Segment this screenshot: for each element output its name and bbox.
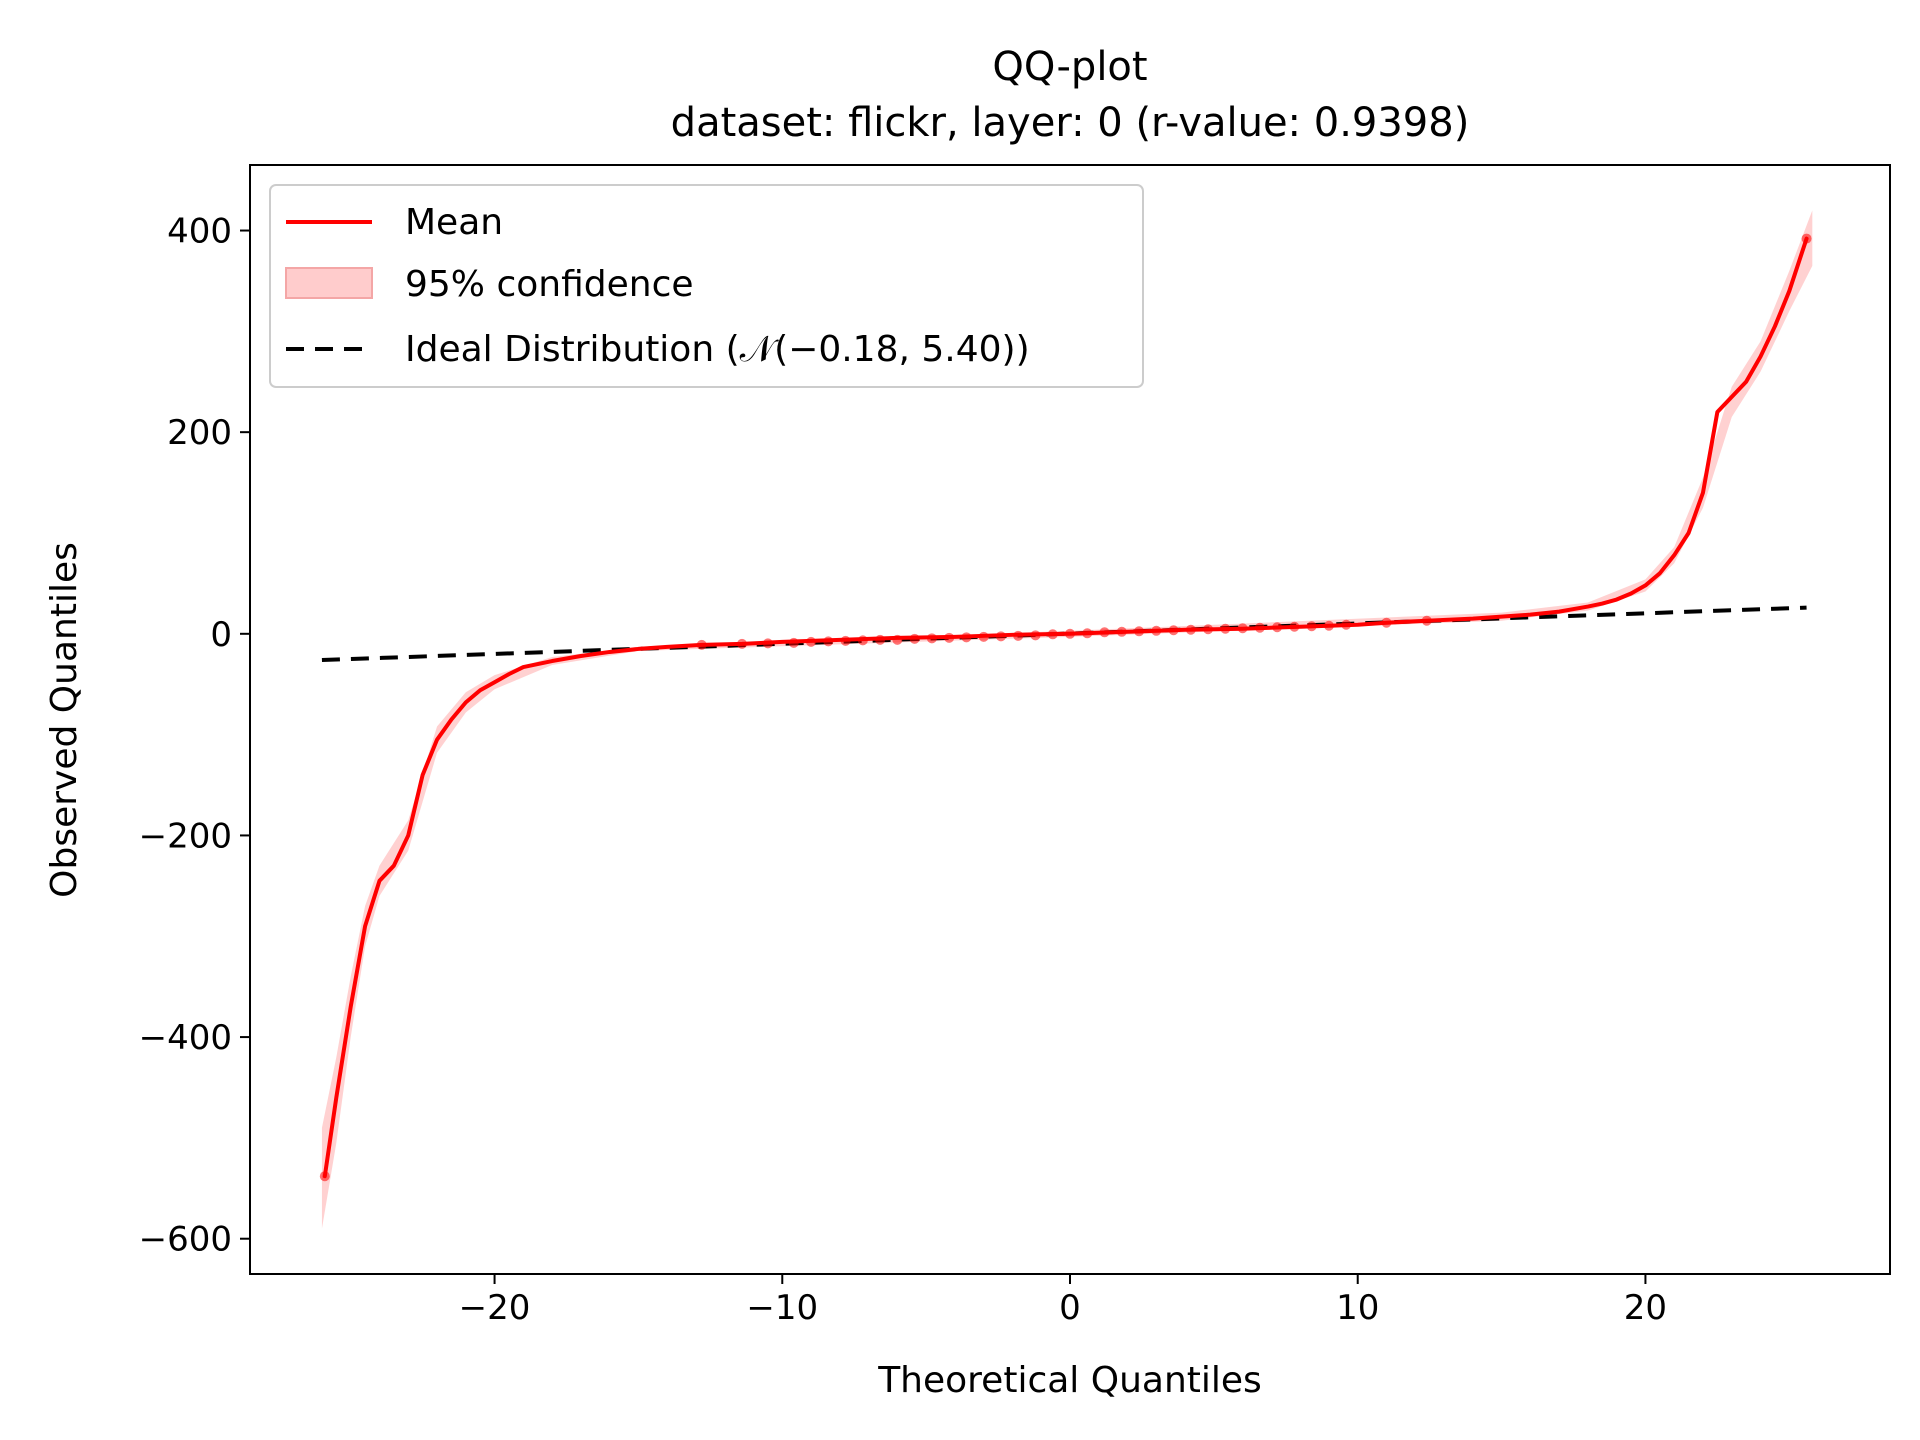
legend: Mean 95% confidence Ideal Distribution (… — [269, 184, 1144, 388]
mean-point — [1341, 619, 1352, 630]
mean-point — [823, 636, 834, 647]
mean-point — [1306, 621, 1317, 632]
y-tick-label: −200 — [139, 816, 232, 856]
x-tick-label: −20 — [459, 1288, 531, 1328]
mean-point — [1047, 629, 1058, 640]
y-tick-label: 200 — [167, 413, 232, 453]
mean-point — [1030, 630, 1041, 641]
mean-point — [1134, 626, 1145, 637]
mean-point — [1099, 627, 1110, 638]
mean-point — [1168, 625, 1179, 636]
mean-point — [875, 634, 886, 645]
chart-subtitle: dataset: flickr, layer: 0 (r-value: 0.93… — [671, 100, 1470, 146]
x-tick-label: 20 — [1624, 1288, 1667, 1328]
x-tick-label: 10 — [1336, 1288, 1379, 1328]
mean-point — [944, 632, 955, 643]
legend-ideal-label: Ideal Distribution (𝒩(−0.18, 5.40)) — [405, 329, 1030, 370]
mean-point — [788, 637, 799, 648]
x-tick-label: 0 — [1059, 1288, 1081, 1328]
mean-point — [1220, 623, 1231, 634]
mean-point — [840, 635, 851, 646]
mean-point — [892, 634, 903, 645]
mean-point — [1116, 626, 1127, 637]
mean-point — [995, 631, 1006, 642]
mean-point — [1082, 628, 1093, 639]
mean-point — [1421, 615, 1432, 626]
mean-point — [696, 639, 707, 650]
legend-mean-label: Mean — [405, 202, 503, 243]
mean-point — [762, 638, 773, 649]
y-tick-label: 400 — [167, 212, 232, 252]
mean-point — [926, 633, 937, 644]
y-tick-label: −600 — [139, 1220, 232, 1260]
x-tick-label: −10 — [746, 1288, 818, 1328]
mean-point — [1185, 624, 1196, 635]
mean-point — [1272, 622, 1283, 633]
mean-point — [978, 631, 989, 642]
mean-point — [737, 638, 747, 649]
y-tick-label: −400 — [139, 1018, 232, 1058]
mean-point — [1013, 630, 1024, 641]
y-tick-label: 0 — [210, 615, 232, 655]
mean-point — [1254, 622, 1265, 633]
mean-point — [1323, 620, 1334, 631]
mean-point — [1151, 625, 1162, 636]
mean-point — [1065, 628, 1075, 639]
chart-title: QQ-plot — [992, 44, 1147, 90]
x-axis: −20 −10 0 10 20 — [459, 1274, 1667, 1328]
mean-point — [1203, 624, 1214, 635]
mean-point — [1289, 621, 1300, 632]
mean-point — [1801, 233, 1812, 244]
y-axis-label: Observed Quantiles — [44, 542, 85, 898]
mean-point — [961, 632, 972, 643]
legend-confidence-swatch — [285, 267, 373, 299]
x-axis-label: Theoretical Quantiles — [877, 1360, 1262, 1401]
mean-point — [806, 636, 817, 647]
legend-confidence-label: 95% confidence — [405, 264, 694, 305]
mean-point — [319, 1171, 330, 1182]
mean-point — [909, 633, 920, 644]
mean-point — [1237, 623, 1248, 634]
y-axis: 400 200 0 −200 −400 −600 — [139, 212, 250, 1260]
legend-box — [269, 184, 1144, 388]
plot-area — [319, 210, 1813, 1229]
mean-point — [1381, 617, 1392, 628]
mean-point — [857, 635, 868, 646]
